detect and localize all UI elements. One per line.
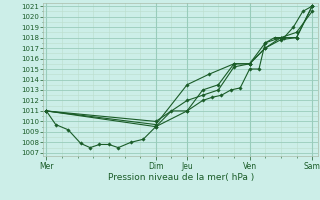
X-axis label: Pression niveau de la mer( hPa ): Pression niveau de la mer( hPa ) — [108, 173, 254, 182]
